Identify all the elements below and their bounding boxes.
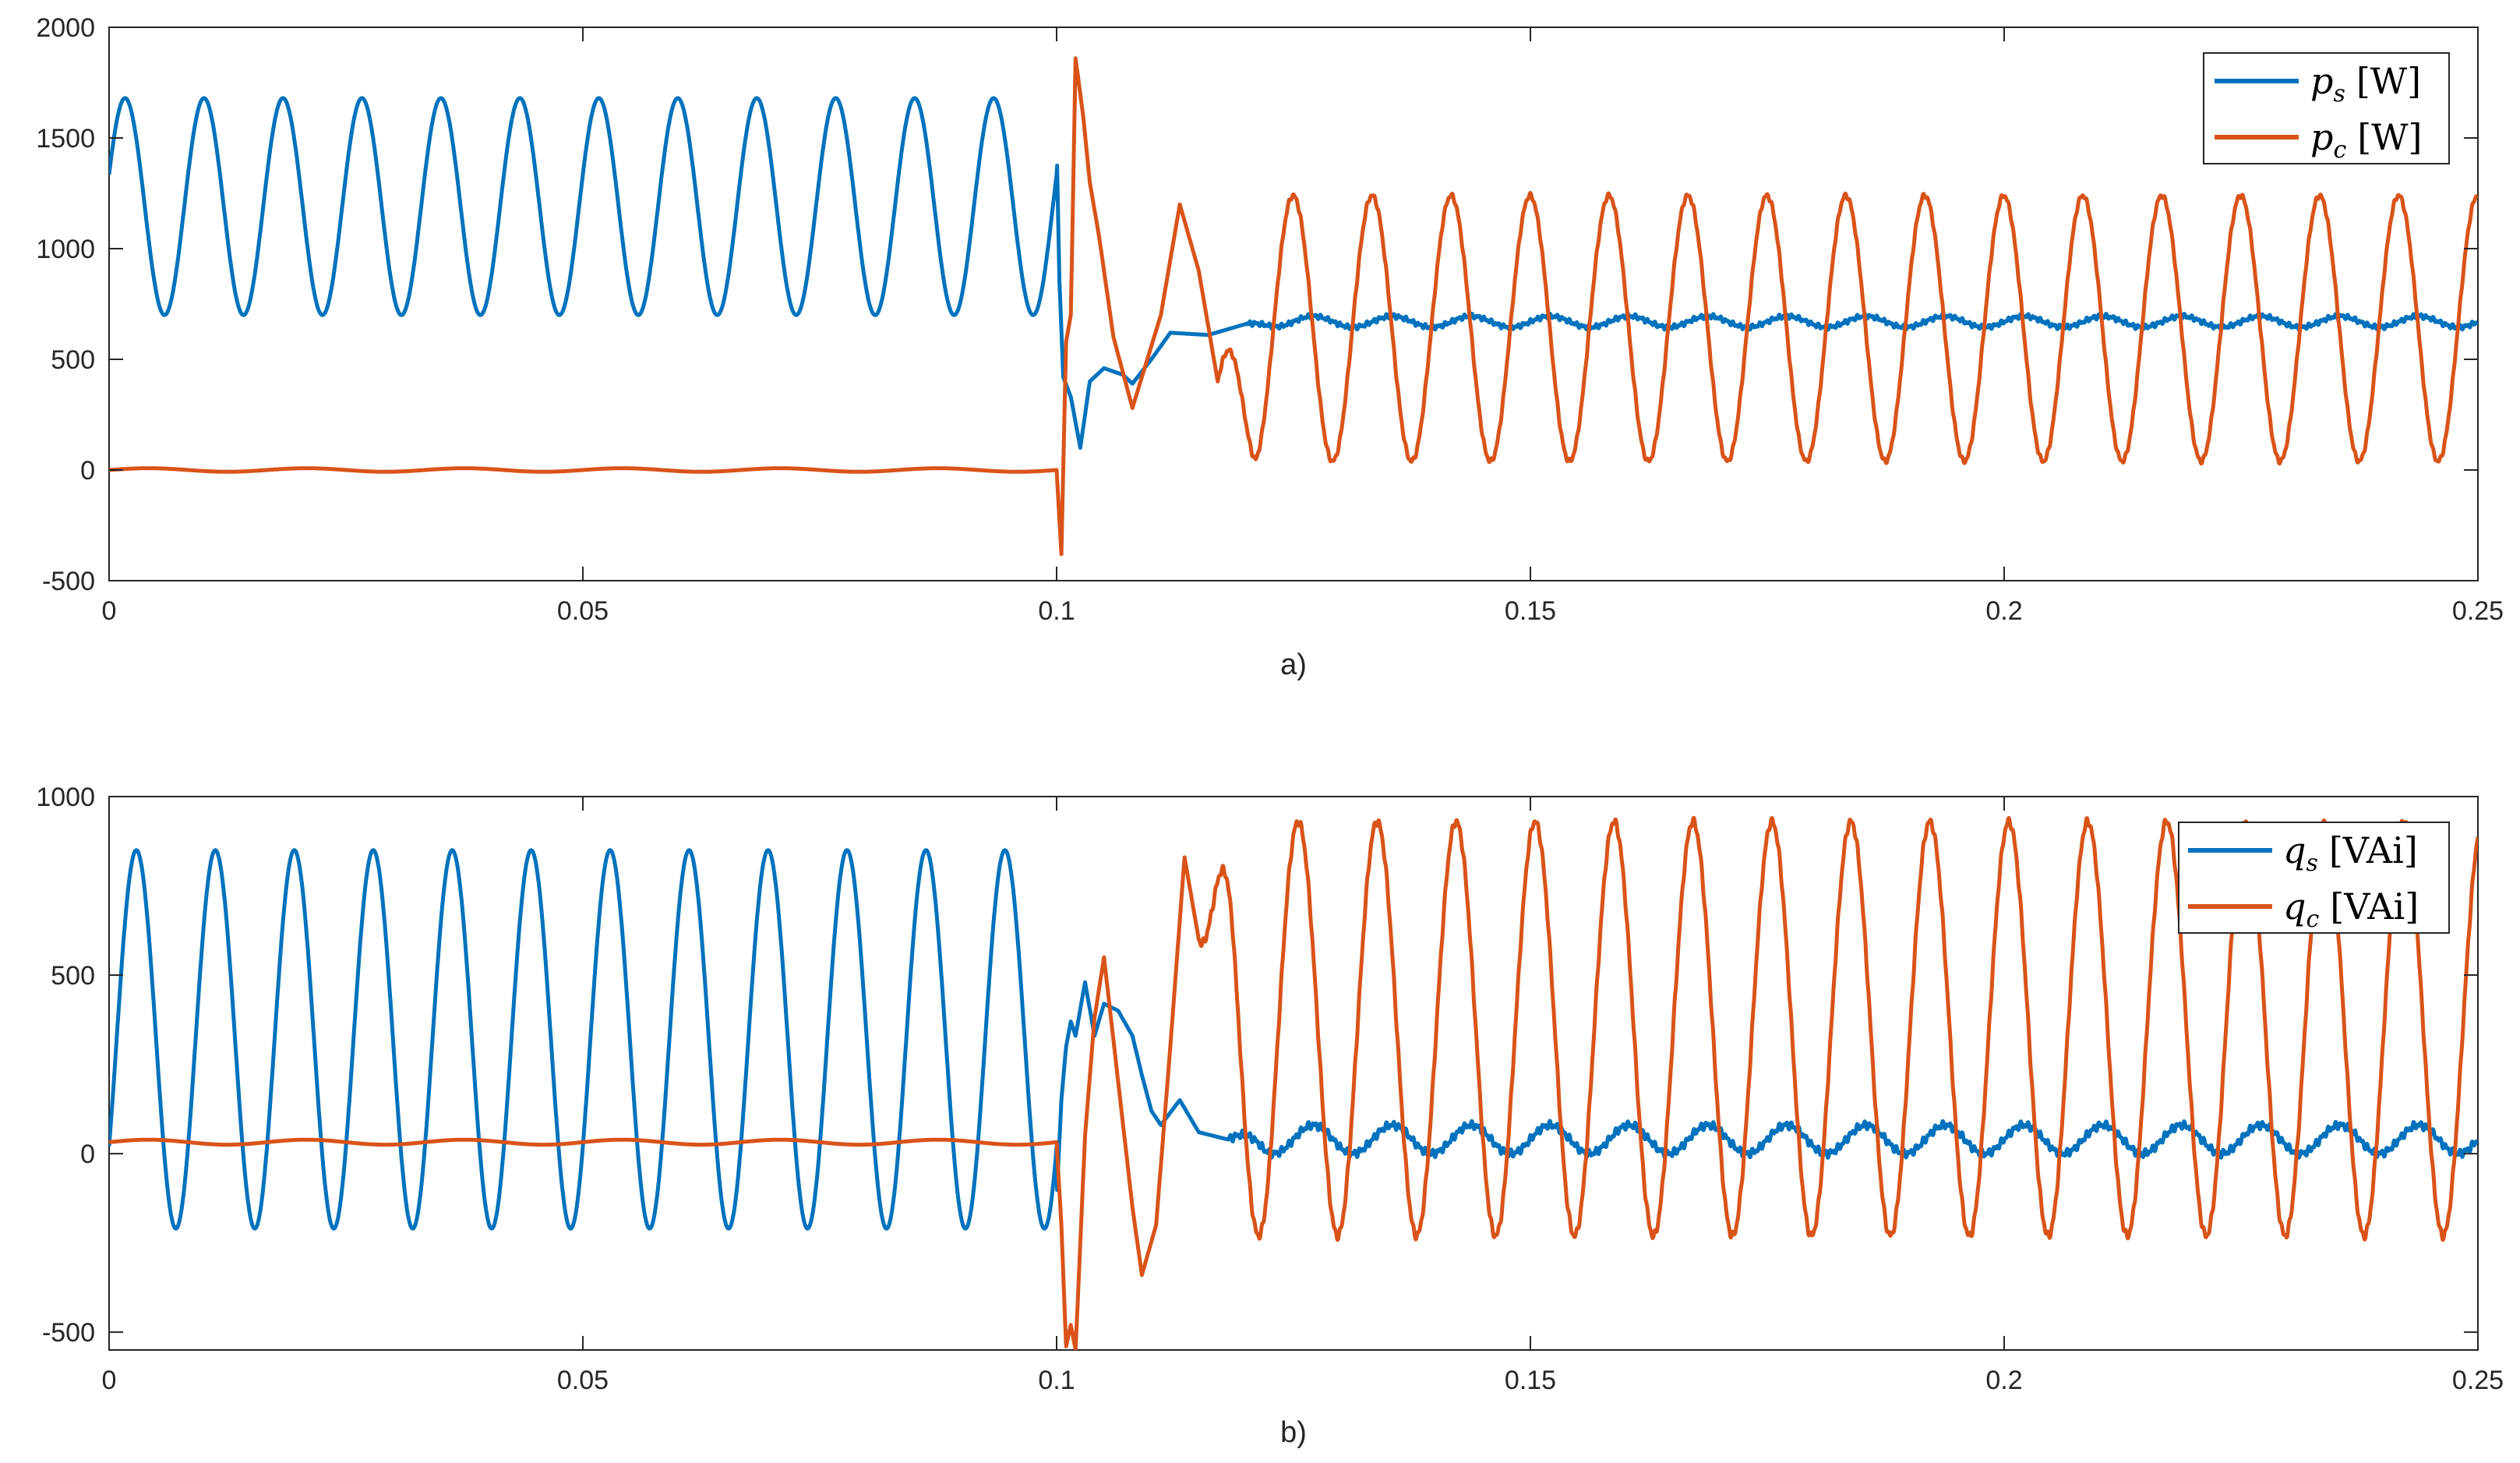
panel-a-x-ticks: 0 0.05 0.1 0.15 0.2 0.25 bbox=[102, 27, 2504, 626]
panel-b-legend: qs [VAi] qc [VAi] bbox=[2178, 822, 2450, 934]
panel-b-axes bbox=[108, 796, 2479, 1351]
panel-b-xtick-label: 0.05 bbox=[557, 1366, 609, 1395]
panel-b-legend-sub-0: s bbox=[2306, 850, 2317, 877]
panel-a-series-pc-line bbox=[109, 56, 2478, 557]
panel-b-legend-symbol-1: q bbox=[2283, 885, 2306, 928]
panel-a-legend-entry-1: pc [W] bbox=[2310, 116, 2422, 164]
panel-a-xtick-label: 0.1 bbox=[1038, 596, 1075, 626]
panel-a-ytick-label: 0 bbox=[80, 456, 95, 486]
panel-a-ytick-label: 1000 bbox=[36, 235, 95, 264]
panel-a-axes bbox=[108, 27, 2479, 581]
panel-b-xtick-label: 0.2 bbox=[1985, 1366, 2022, 1395]
panel-a-legend-symbol-1: p bbox=[2310, 116, 2333, 158]
panel-b-xtick-label: 0 bbox=[102, 1366, 117, 1395]
panel-a-legend-unit-1: [W] bbox=[2357, 116, 2422, 158]
panel-a-legend-sub-0: s bbox=[2333, 80, 2345, 108]
panel-b-ytick-label: 1000 bbox=[36, 783, 95, 812]
panel-a-xtick-label: 0.2 bbox=[1985, 596, 2022, 626]
panel-b-caption: b) bbox=[1280, 1416, 1307, 1449]
panel-a-y-ticks: -500 0 500 1000 1500 2000 bbox=[36, 13, 2478, 596]
panel-b-xtick-label: 0.25 bbox=[2452, 1366, 2504, 1395]
panel-b-series-qc-line bbox=[109, 815, 2478, 1350]
panel-b-legend-symbol-0: q bbox=[2283, 829, 2306, 871]
panel-a-legend-box bbox=[2203, 52, 2450, 164]
panel-a-legend-entry-0: ps [W] bbox=[2310, 60, 2421, 108]
panel-b-legend-entry-0: qs [VAi] bbox=[2283, 829, 2418, 877]
panel-a-xtick-label: 0 bbox=[102, 596, 117, 626]
panel-a-legend-unit-0: [W] bbox=[2356, 60, 2421, 102]
panel-a-xtick-label: 0.05 bbox=[557, 596, 609, 626]
panel-b-ytick-label: 500 bbox=[51, 961, 95, 991]
panel-a-caption: a) bbox=[1280, 648, 1307, 681]
panel-a-ytick-label: 1500 bbox=[36, 124, 95, 154]
panel-a: 0 0.05 0.1 0.15 0.2 0.25 -5000500100015002000… bbox=[36, 13, 2504, 681]
panel-a-legend: ps [W] pc [W] bbox=[2203, 52, 2450, 164]
panel-b-legend-sub-1: c bbox=[2306, 906, 2319, 933]
panel-a-xtick-label: 0.15 bbox=[1505, 596, 1556, 626]
panel-b-xtick-label: 0.15 bbox=[1505, 1366, 1556, 1395]
panel-a-xtick-label: 0.25 bbox=[2452, 596, 2504, 626]
panel-a-legend-sub-1: c bbox=[2333, 136, 2346, 164]
panel-b-x-ticks: 0 0.05 0.1 0.15 0.2 0.25 bbox=[102, 797, 2504, 1395]
panel-b-legend-unit-0: [VAi] bbox=[2329, 829, 2418, 871]
panel-a-series-ps-line bbox=[109, 96, 2478, 451]
panel-a-ytick-label: 500 bbox=[51, 345, 95, 375]
panel-b-series bbox=[109, 815, 2478, 1350]
panel-b-legend-box bbox=[2178, 822, 2450, 934]
panel-a-ytick-label: -500 bbox=[42, 567, 95, 596]
panel-b-ytick-label: 0 bbox=[80, 1140, 95, 1169]
panel-a-ytick-label: 2000 bbox=[36, 13, 95, 43]
panel-a-legend-symbol-0: p bbox=[2310, 60, 2333, 102]
panel-a-series bbox=[109, 56, 2478, 557]
panel-b-series-qs-line bbox=[109, 848, 2478, 1231]
panel-b-legend-entry-1: qc [VAi] bbox=[2283, 885, 2419, 933]
panel-b-legend-unit-1: [VAi] bbox=[2330, 885, 2419, 928]
panel-b-ytick-label: -500 bbox=[42, 1318, 95, 1348]
panel-b-xtick-label: 0.1 bbox=[1038, 1366, 1075, 1395]
panel-b-y-ticks: -500 0 500 1000 bbox=[36, 783, 2478, 1348]
